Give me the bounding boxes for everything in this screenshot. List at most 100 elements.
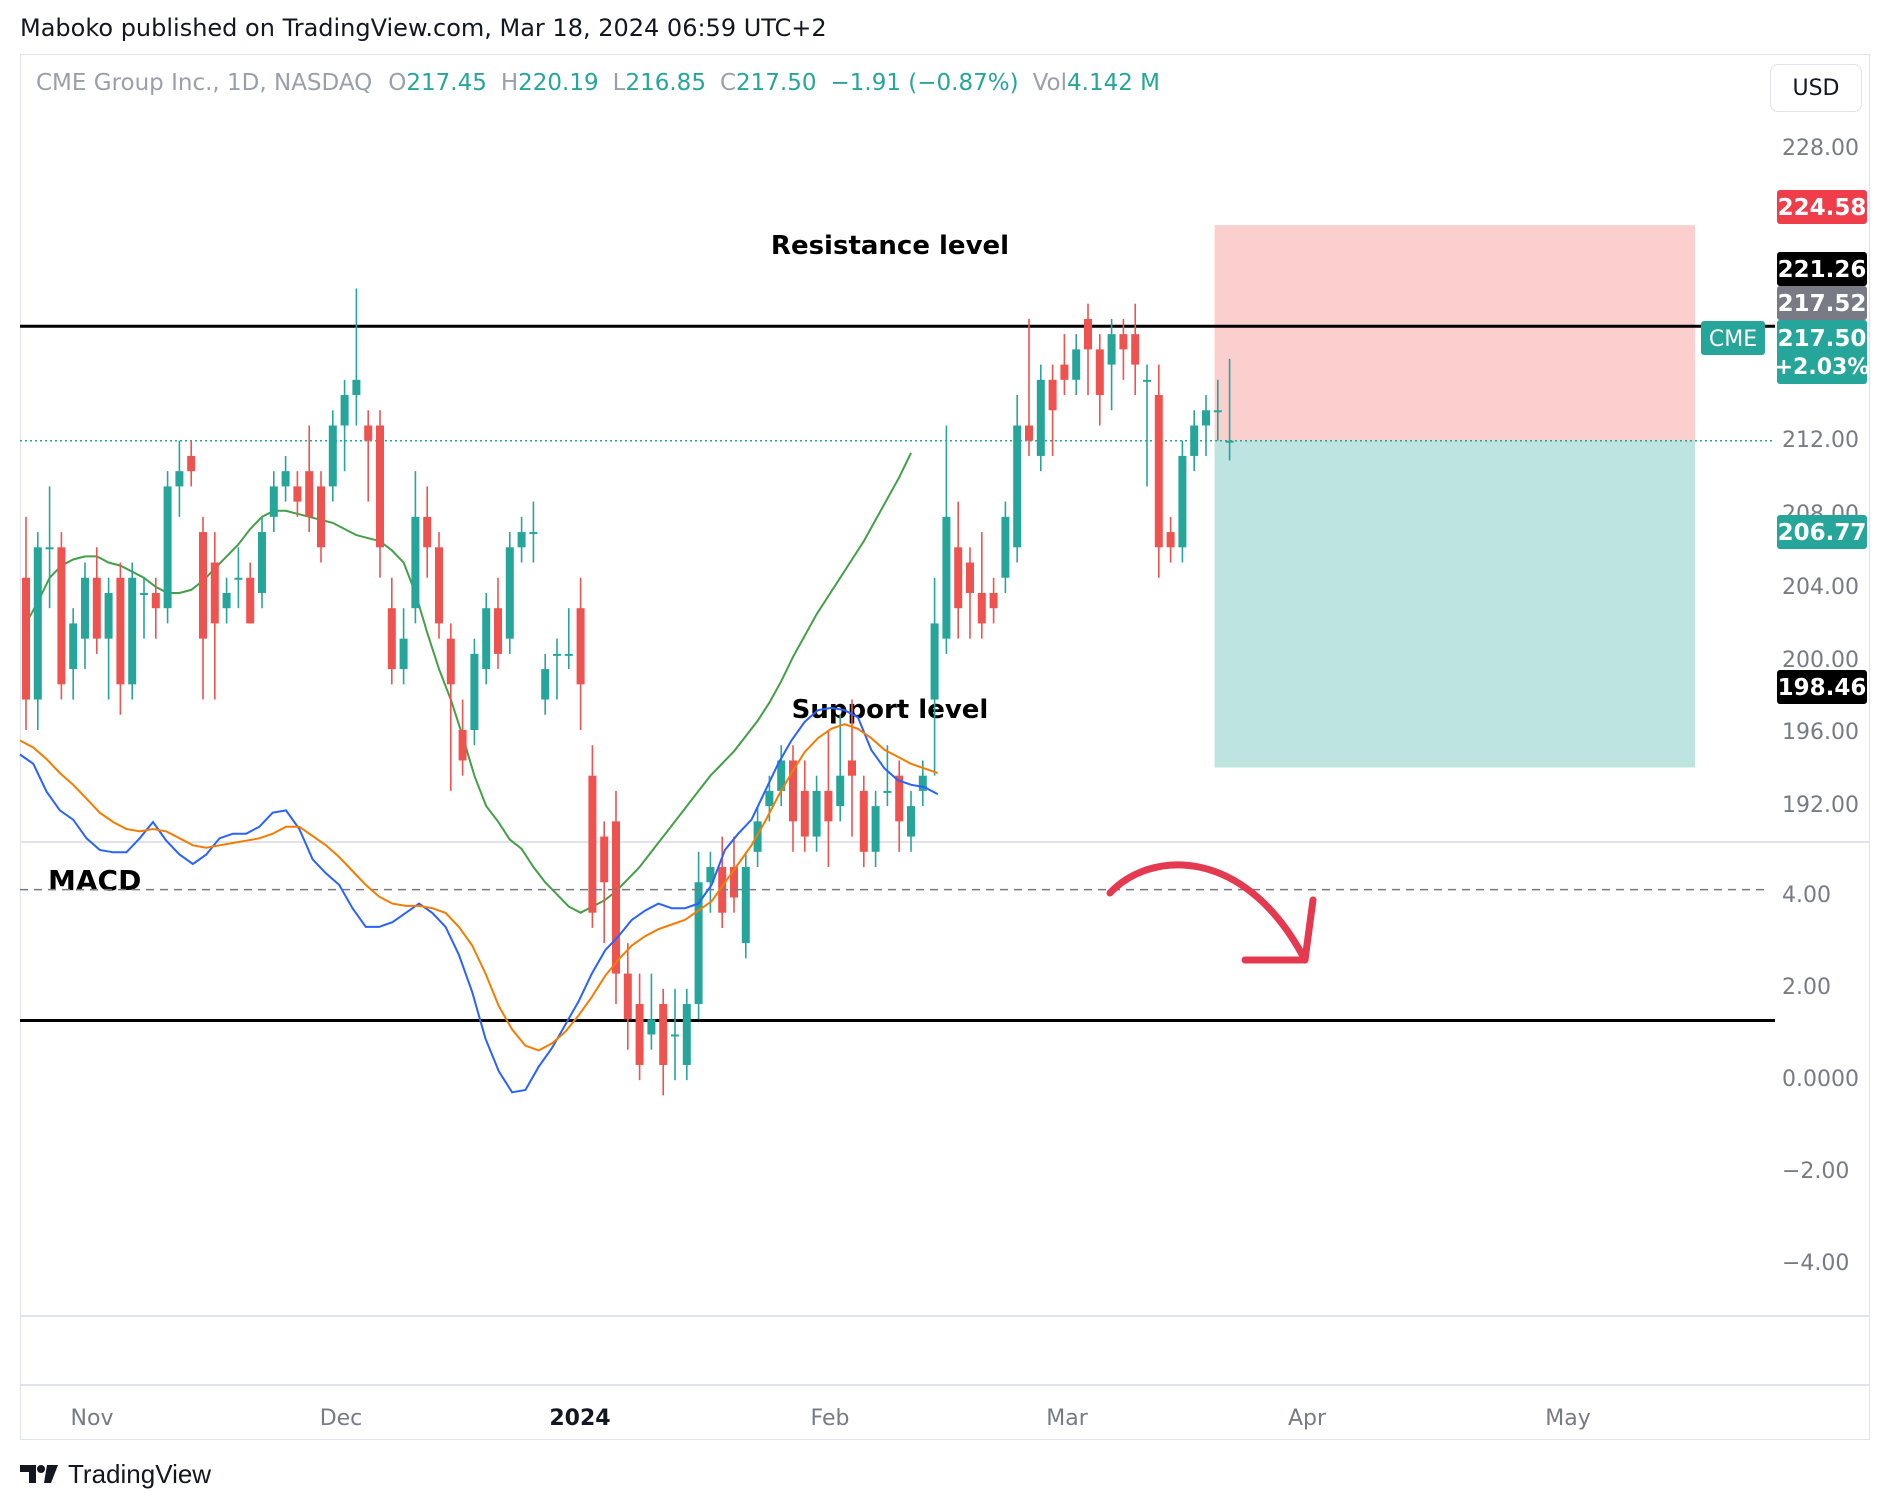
macd-title: MACD [48,864,141,897]
candle [966,547,974,639]
candle-body [588,775,597,913]
candle [907,790,915,852]
time-axis-label: Apr [1288,1406,1327,1431]
candle [730,836,738,913]
candle [57,532,66,700]
candle-body [104,592,113,639]
candle-body [623,973,632,1020]
candle [1166,516,1175,563]
candle-body [977,592,986,624]
currency-button[interactable]: USD [1770,64,1862,112]
candle [234,547,243,609]
candle [777,745,786,807]
candle-body [529,532,538,535]
candle-body [423,516,432,548]
candle-body [482,608,491,670]
candle-body [966,562,974,593]
candle-body [387,608,396,670]
symbol-title: CME Group Inc., 1D, NASDAQ [36,70,373,96]
candle-body [187,455,196,472]
macd-axis-tick: 0.0000 [1782,1067,1859,1092]
candle [423,486,432,578]
candle [1048,364,1057,456]
candle [1025,318,1033,456]
candle [163,471,172,624]
close-value: 217.50 [736,70,817,96]
candle-body [57,547,66,685]
publish-info: Maboko published on TradingView.com, Mar… [20,14,827,42]
take-profit-label: 224.58 [1778,195,1867,221]
candle-body [989,592,998,609]
candle [81,562,89,670]
candle-body [895,775,904,822]
candle [1143,364,1151,487]
candle-body [765,790,774,807]
candle-body [22,577,30,700]
candle [352,288,361,426]
candle-body [824,790,833,822]
volume-value: 4.142 M [1067,70,1160,96]
candle [989,577,998,624]
candle-body [1025,425,1033,441]
candle [482,592,491,685]
candle-body [517,532,526,548]
candle [1154,364,1163,578]
candle-body [33,547,42,700]
candle-body [258,532,266,593]
candle-body [1095,349,1104,396]
open-value: 217.45 [406,70,487,96]
candle [1036,364,1045,472]
candle [588,745,597,928]
candle-body [1190,425,1199,456]
candle-body [1001,516,1010,578]
candle [376,410,384,578]
candle [741,851,750,959]
resistance-price-label-bg [1777,252,1867,286]
candle [576,577,585,730]
time-axis-label: Mar [1046,1406,1088,1431]
candle [942,425,951,654]
candle [104,577,113,700]
candle-body [1072,349,1081,380]
candle-body [376,425,384,548]
candle-body [269,486,278,517]
candle [210,532,219,700]
candle [399,608,408,685]
candle-body [741,867,750,944]
candle [199,516,207,700]
candle-body [647,1019,656,1035]
candle [435,532,443,639]
price-axis-tick: 212.00 [1782,428,1859,453]
candle [387,577,396,685]
current-price-label: 217.52 [1778,291,1867,317]
price-axis-tick: 196.00 [1782,720,1859,745]
candle-body [470,653,479,730]
candle [824,730,833,868]
target-label: 206.77 [1778,520,1867,546]
candle [647,973,656,1050]
close-label: C [719,70,737,96]
candle [623,943,632,1050]
candle-body [317,486,325,548]
candle [635,973,644,1081]
candle-body [942,516,951,639]
candle-body [92,577,101,639]
candle-body [930,623,939,700]
candle-body [293,486,302,502]
last-price-bg [1777,320,1867,384]
candle [505,532,514,654]
candle [1131,303,1140,396]
last-change-label: +2.03% [1775,355,1870,380]
candle-body [1225,440,1234,443]
forecast-arrow [1106,861,1309,964]
candle-body [45,547,54,550]
tradingview-logo[interactable]: TradingView [20,1456,211,1492]
candle [529,501,538,563]
candle-body [222,592,231,609]
candle [859,775,868,868]
candle-body [918,775,927,791]
macd-axis-tick: −4.00 [1782,1251,1849,1276]
resistance-price-label: 221.26 [1778,257,1867,283]
candle-body [800,790,809,837]
